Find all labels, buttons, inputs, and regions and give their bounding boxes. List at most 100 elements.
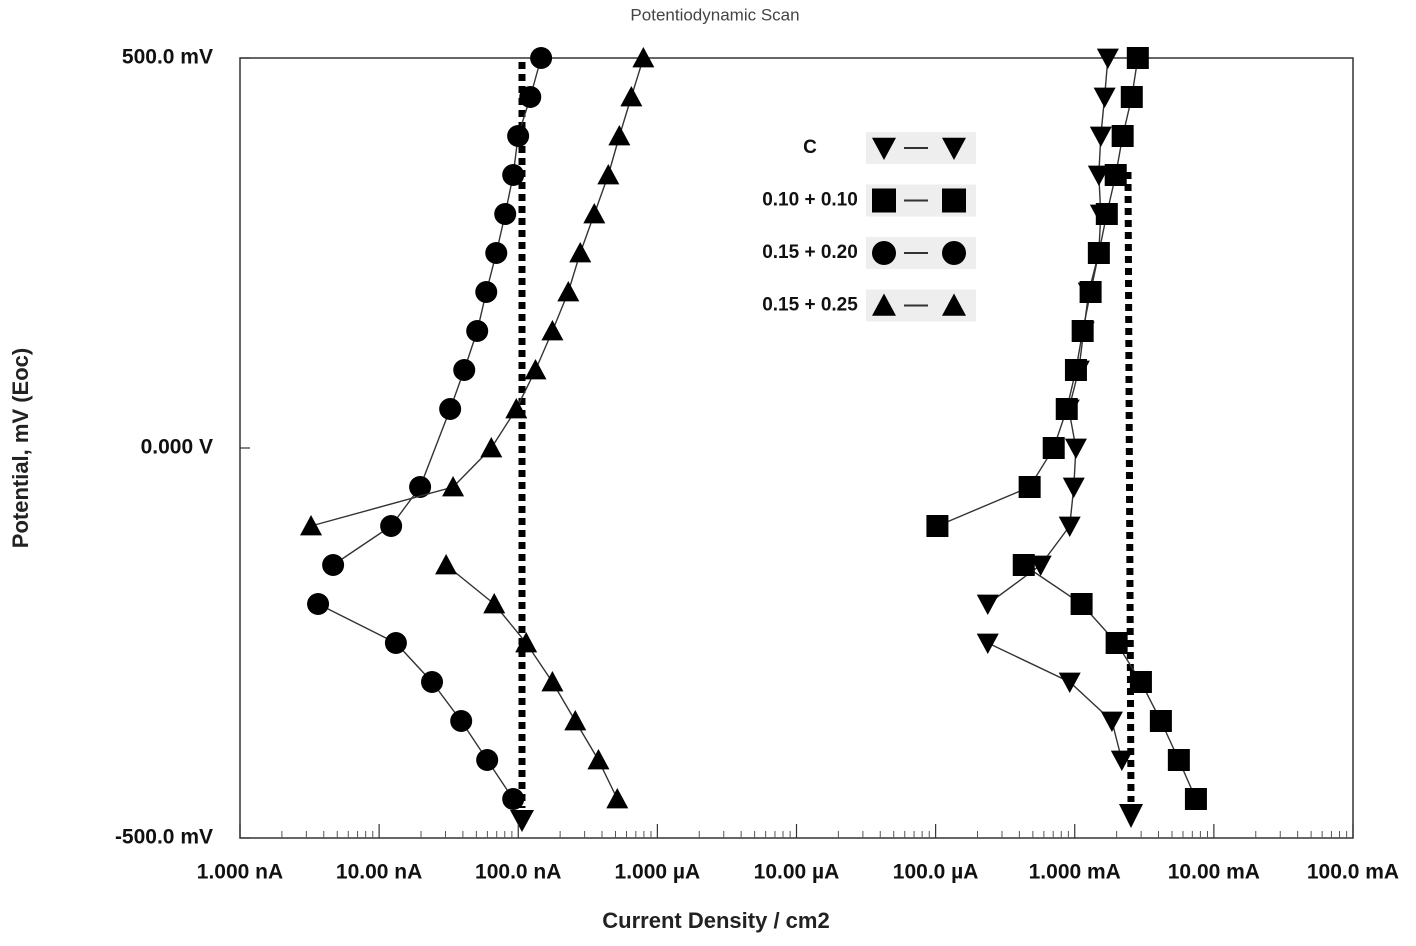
marker bbox=[1184, 788, 1207, 810]
marker bbox=[942, 137, 966, 160]
marker bbox=[1096, 48, 1119, 69]
marker bbox=[872, 188, 896, 213]
marker bbox=[1087, 242, 1110, 264]
marker bbox=[583, 203, 606, 224]
marker bbox=[1079, 281, 1102, 303]
marker bbox=[1012, 554, 1035, 576]
marker bbox=[1055, 398, 1078, 420]
marker bbox=[1058, 516, 1081, 537]
legend-label: C bbox=[803, 137, 817, 158]
marker bbox=[409, 476, 432, 498]
marker bbox=[872, 137, 896, 160]
marker bbox=[942, 188, 966, 213]
marker bbox=[1095, 203, 1118, 225]
marker bbox=[1100, 711, 1123, 732]
chart-title: Potentiodynamic Scan bbox=[630, 5, 799, 24]
marker bbox=[502, 164, 525, 186]
marker bbox=[421, 671, 444, 693]
legend-label: 0.15 + 0.20 bbox=[762, 242, 858, 263]
marker bbox=[569, 242, 592, 263]
marker bbox=[872, 241, 896, 265]
x-tick-label: 1.000 nA bbox=[197, 861, 283, 884]
marker bbox=[606, 788, 629, 809]
marker bbox=[1104, 164, 1127, 186]
marker bbox=[608, 125, 631, 146]
series-line bbox=[937, 57, 1197, 800]
marker bbox=[1110, 750, 1133, 771]
x-tick-label: 1.000 µA bbox=[615, 861, 701, 884]
marker bbox=[872, 293, 896, 316]
marker bbox=[620, 86, 643, 107]
marker bbox=[942, 241, 966, 265]
marker bbox=[1018, 476, 1041, 498]
marker bbox=[557, 281, 580, 302]
marker bbox=[475, 281, 498, 303]
marker bbox=[976, 633, 999, 654]
x-tick-label: 10.00 µA bbox=[754, 861, 840, 884]
y-axis-title: Potential, mV (Eoc) bbox=[8, 348, 33, 548]
marker bbox=[1089, 126, 1112, 147]
marker bbox=[384, 632, 407, 654]
marker bbox=[1087, 165, 1110, 186]
marker bbox=[1111, 125, 1134, 147]
marker bbox=[1120, 86, 1143, 108]
plot-frame bbox=[239, 57, 1354, 839]
marker bbox=[1093, 87, 1116, 108]
series-line bbox=[987, 57, 1123, 761]
marker bbox=[505, 398, 528, 419]
marker bbox=[1064, 438, 1087, 459]
marker bbox=[442, 476, 465, 497]
x-tick-label: 100.0 nA bbox=[475, 861, 561, 884]
marker bbox=[515, 632, 538, 653]
arrow-head bbox=[510, 810, 534, 832]
marker bbox=[1105, 632, 1128, 654]
marker bbox=[439, 398, 462, 420]
marker bbox=[541, 320, 564, 341]
marker bbox=[476, 749, 499, 771]
marker bbox=[632, 47, 655, 68]
marker bbox=[483, 593, 506, 614]
marker bbox=[541, 671, 564, 692]
marker bbox=[1071, 320, 1094, 342]
plot-area bbox=[300, 47, 1207, 810]
marker bbox=[307, 593, 330, 615]
x-tick-label: 100.0 µA bbox=[893, 861, 979, 884]
marker bbox=[494, 203, 517, 225]
marker bbox=[480, 437, 503, 458]
marker bbox=[502, 788, 525, 810]
x-tick-label: 10.00 mA bbox=[1168, 861, 1260, 884]
y-tick-label: -500.0 mV bbox=[115, 826, 213, 849]
marker bbox=[976, 594, 999, 615]
x-axis-title: Current Density / cm2 bbox=[602, 908, 829, 933]
marker bbox=[450, 710, 473, 732]
marker bbox=[1029, 555, 1052, 576]
x-tick-label: 100.0 mA bbox=[1307, 861, 1399, 884]
marker bbox=[435, 554, 458, 575]
marker bbox=[1058, 672, 1081, 693]
marker bbox=[1129, 671, 1152, 693]
marker bbox=[1064, 359, 1087, 381]
marker bbox=[466, 320, 489, 342]
marker bbox=[942, 293, 966, 316]
marker bbox=[1042, 437, 1065, 459]
marker bbox=[524, 359, 547, 380]
arrow-head bbox=[1119, 804, 1143, 828]
marker bbox=[380, 515, 403, 537]
x-tick-label: 1.000 mA bbox=[1029, 861, 1121, 884]
marker bbox=[507, 125, 530, 147]
marker bbox=[1149, 710, 1172, 732]
marker bbox=[564, 710, 587, 731]
marker bbox=[1070, 593, 1093, 615]
legend-label: 0.15 + 0.25 bbox=[762, 295, 858, 316]
marker bbox=[1167, 749, 1190, 771]
marker bbox=[322, 554, 345, 576]
legend-label: 0.10 + 0.10 bbox=[762, 190, 858, 211]
marker bbox=[530, 47, 553, 69]
marker bbox=[519, 86, 542, 108]
y-tick-label: 0.000 V bbox=[141, 436, 213, 459]
x-tick-label: 10.00 nA bbox=[336, 861, 422, 884]
series-line bbox=[310, 57, 645, 800]
marker bbox=[926, 515, 949, 537]
marker bbox=[587, 749, 610, 770]
